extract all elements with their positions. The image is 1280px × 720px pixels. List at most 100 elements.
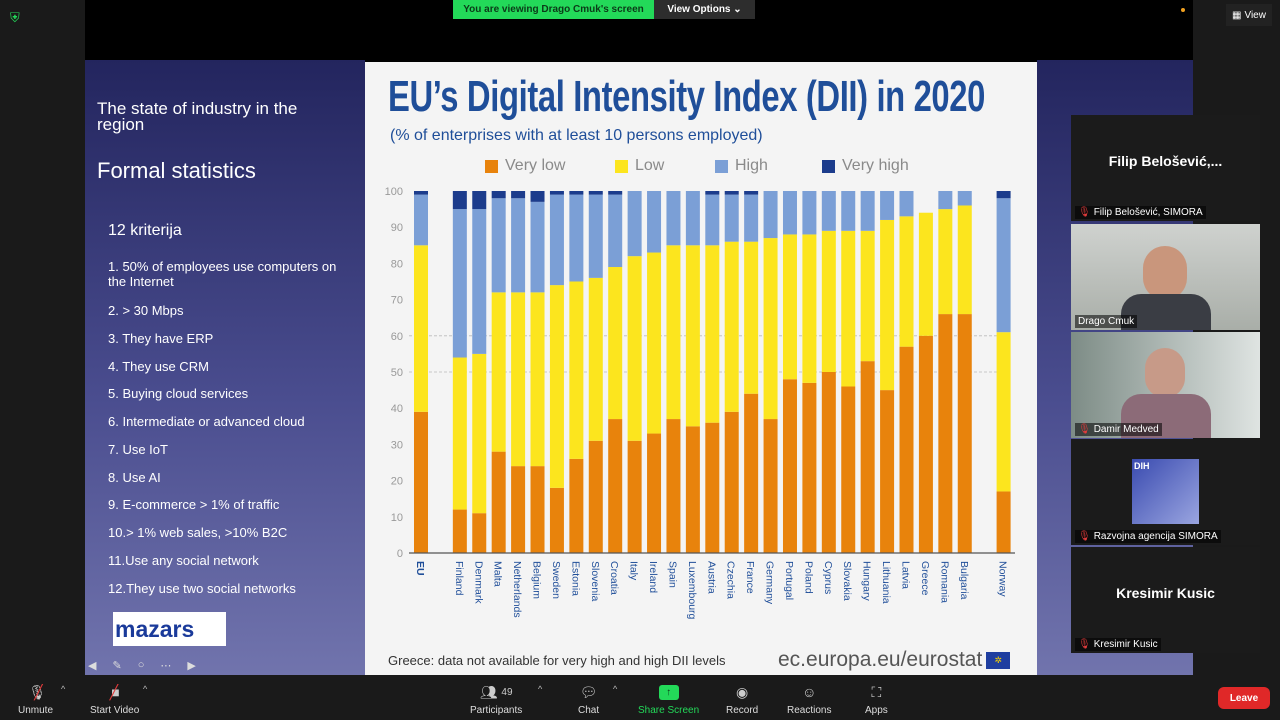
bar-segment [705,191,720,195]
video-off-icon: ■ ╱ [109,683,120,701]
record-icon: ◉ [736,683,749,700]
bar-segment [627,191,642,257]
bar-segment [938,314,953,553]
bar-segment [511,292,526,467]
video-options-caret-icon[interactable]: ^ [143,684,148,694]
participant-tile[interactable]: Kresimir Kusic 🎙︎ Kresimir Kusic [1071,547,1260,653]
bar-segment [880,219,895,391]
bar-segment [491,198,506,293]
bar-segment [414,245,428,412]
bar-segment [588,191,603,195]
bar-segment [414,194,428,246]
bar-segment [744,393,759,553]
reactions-label: Reactions [787,705,832,716]
legend-swatch [822,159,835,173]
audio-options-caret-icon[interactable]: ^ [61,684,66,694]
bar-segment [802,234,817,383]
legend-label: Low [635,157,665,174]
view-label: View [1244,9,1266,21]
participant-tile[interactable]: Filip Belošević,... 🎙︎ Filip Belošević, S… [1071,115,1260,221]
share-screen-button[interactable]: ↑ Share Screen [638,683,699,716]
slide-nav-controls[interactable]: ◀ ✎ ○ ⋯ ▶ [88,659,238,673]
criteria-title: 12 kriterija [108,222,182,239]
x-tick-label: Slovakia [841,561,853,601]
x-tick-label: Italy [628,561,640,581]
chat-caret-icon[interactable]: ^ [613,684,618,694]
slide-heading: The state of industry in the region [97,99,298,134]
y-tick-label: 30 [391,439,403,451]
participant-name: Filip Belošević, SIMORA [1093,207,1203,218]
participant-label: Drago Cmuk [1075,315,1138,328]
reactions-button[interactable]: ☺ Reactions [787,683,831,716]
bar-segment [957,314,972,553]
participants-label: Participants [470,705,523,716]
y-tick-label: 100 [385,186,403,198]
x-tick-label: Austria [705,561,717,594]
bar-segment [666,191,681,246]
x-tick-label: Denmark [472,561,484,604]
bar-segment [996,191,1011,199]
leave-button[interactable]: Leave [1218,687,1270,709]
bar-segment [782,234,797,380]
view-options-button[interactable]: View Options ⌄ [654,0,755,19]
x-tick-label: Belgium [531,561,543,599]
criteria-item: 9. E-commerce > 1% of traffic [108,497,280,512]
pen-icon[interactable]: ✎ [112,660,122,672]
x-tick-label: Czechia [725,561,737,599]
view-button[interactable]: ▦ View [1226,4,1272,26]
bar-segment [880,191,895,220]
participant-tile[interactable]: 🎙︎ Damir Medved [1071,332,1260,438]
bar-segment [821,372,836,553]
participant-name: Razvojna agencija SIMORA [1093,531,1218,542]
y-tick-label: 10 [391,512,403,524]
bar-segment [491,451,506,553]
zoom-icon[interactable]: ○ [137,659,145,671]
participant-tile[interactable]: Drago Cmuk [1071,224,1260,330]
y-tick-label: 20 [391,476,403,488]
x-tick-label: France [744,561,756,594]
bar-segment [647,433,662,553]
chat-button[interactable]: 💬︎ Chat [578,683,599,717]
bar-segment [452,191,467,210]
legend-item: High [715,157,768,175]
bar-segment [782,191,797,235]
video-person [1143,246,1187,300]
bar-segment [685,426,700,553]
bar-segment [608,419,623,553]
record-button[interactable]: ◉ Record [726,683,758,717]
bar-segment [938,209,953,315]
bar-segment [569,194,584,282]
bar-segment [569,191,584,195]
criteria-item: 3. They have ERP [108,331,214,346]
bar-segment [414,191,428,195]
bar-segment [530,292,545,467]
next-slide-icon[interactable]: ▶ [187,660,196,672]
bar-segment [763,419,778,553]
bar-segment [472,191,487,210]
apps-button[interactable]: ⛶ Apps [865,683,888,717]
unmute-button[interactable]: 🎙︎ ╱ Unmute [18,683,54,717]
bar-segment [918,335,933,553]
participant-label: 🎙︎ Razvojna agencija SIMORA [1075,530,1221,543]
participant-tile[interactable]: DIH 🎙︎ Razvojna agencija SIMORA [1071,439,1260,545]
criteria-item: 6. Intermediate or advanced cloud [108,414,305,429]
bar-segment [530,201,545,293]
bar-segment [530,466,545,553]
bar-segment [530,191,545,202]
legend-swatch [485,159,498,173]
security-shield-icon[interactable]: ⛨ [10,10,20,25]
bar-segment [763,238,778,420]
unmute-label: Unmute [18,705,54,716]
apps-icon: ⛶ [871,683,882,700]
criteria-item: 4. They use CRM [108,359,209,374]
more-icon[interactable]: ⋯ [160,660,172,672]
start-video-button[interactable]: ■ ╱ Start Video [90,683,139,717]
criteria-item: 1. 50% of employees use computers on the… [108,259,337,289]
bar-segment [452,357,467,510]
participants-caret-icon[interactable]: ^ [538,684,543,694]
prev-slide-icon[interactable]: ◀ [88,660,97,672]
bar-segment [957,191,972,206]
bar-segment [821,191,836,231]
x-tick-label: Germany [764,561,776,605]
participants-button[interactable]: 👥︎ 49 Participants [470,683,523,717]
